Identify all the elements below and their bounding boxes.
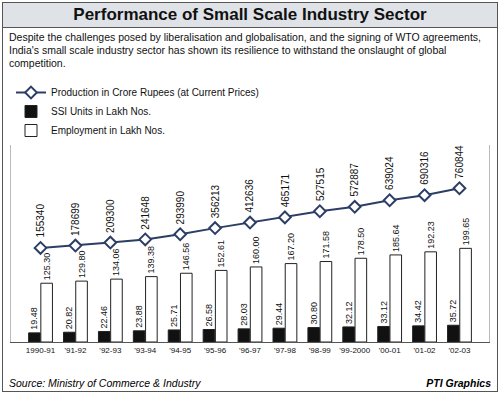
html-text:Performance of Small Scale Ind: Performance of Small Scale Industry Sect… <box>73 5 427 24</box>
svg-text:167.20: 167.20 <box>286 233 296 261</box>
svg-text:23.88: 23.88 <box>134 305 144 328</box>
svg-text:Employment in Lakh Nos.: Employment in Lakh Nos. <box>51 125 165 136</box>
html-text:Despite the challenges posed b: Despite the challenges posed by liberali… <box>9 31 481 69</box>
svg-text:20.82: 20.82 <box>64 307 74 330</box>
svg-text:28.03: 28.03 <box>239 303 249 326</box>
svg-text:241648: 241648 <box>140 196 151 230</box>
svg-text:'92-93: '92-93 <box>99 346 122 355</box>
svg-text:178.50: 178.50 <box>356 228 366 256</box>
svg-text:'94-95: '94-95 <box>169 346 192 355</box>
svg-text:209300: 209300 <box>105 199 116 233</box>
svg-text:178699: 178699 <box>70 202 81 236</box>
svg-text:125.30: 125.30 <box>42 253 52 281</box>
svg-text:30.80: 30.80 <box>309 302 319 325</box>
svg-text:1990-91: 1990-91 <box>26 346 56 355</box>
svg-text:Production in Crore Rupees (at: Production in Crore Rupees (at Current P… <box>51 87 259 98</box>
svg-text:22.46: 22.46 <box>99 306 109 329</box>
svg-text:134.06: 134.06 <box>111 249 121 277</box>
svg-text:356213: 356213 <box>210 184 221 218</box>
svg-text:35.72: 35.72 <box>448 300 458 323</box>
svg-text:19.48: 19.48 <box>29 307 39 330</box>
svg-text:639024: 639024 <box>384 156 395 190</box>
svg-text:'01-02: '01-02 <box>414 346 437 355</box>
svg-text:25.71: 25.71 <box>169 304 179 327</box>
svg-text:139.38: 139.38 <box>146 246 156 274</box>
svg-text:152.61: 152.61 <box>216 240 226 268</box>
svg-text:26.58: 26.58 <box>204 304 214 327</box>
svg-text:'00-01: '00-01 <box>379 346 402 355</box>
svg-text:160.00: 160.00 <box>251 236 261 264</box>
svg-text:146.56: 146.56 <box>181 243 191 271</box>
svg-text:32.12: 32.12 <box>344 301 354 324</box>
svg-text:129.80: 129.80 <box>77 251 87 279</box>
svg-text:34.42: 34.42 <box>413 300 423 323</box>
svg-text:'91-92: '91-92 <box>64 346 87 355</box>
svg-text:572887: 572887 <box>349 163 360 197</box>
svg-text:'93-94: '93-94 <box>134 346 157 355</box>
svg-text:293990: 293990 <box>175 191 186 225</box>
svg-text:192.23: 192.23 <box>426 221 436 249</box>
svg-text:29.44: 29.44 <box>274 303 284 326</box>
html-text:PTI Graphics: PTI Graphics <box>426 377 491 389</box>
html-text:Source: Ministry of Commerce &: Source: Ministry of Commerce & Industry <box>9 377 201 389</box>
svg-text:33.12: 33.12 <box>379 301 389 324</box>
svg-text:412636: 412636 <box>244 179 255 213</box>
svg-text:'99-2000: '99-2000 <box>339 346 370 355</box>
svg-text:'95-96: '95-96 <box>204 346 227 355</box>
svg-text:'98-99: '98-99 <box>309 346 332 355</box>
svg-text:199.65: 199.65 <box>461 218 471 246</box>
svg-text:'97-98: '97-98 <box>274 346 297 355</box>
svg-text:'02-03: '02-03 <box>448 346 471 355</box>
svg-text:760844: 760844 <box>454 145 465 179</box>
svg-text:171.58: 171.58 <box>321 231 331 259</box>
svg-text:155340: 155340 <box>35 204 46 238</box>
svg-text:690316: 690316 <box>419 151 430 185</box>
svg-text:SSI Units in Lakh Nos.: SSI Units in Lakh Nos. <box>51 106 151 117</box>
svg-text:'96-97: '96-97 <box>239 346 262 355</box>
svg-text:527515: 527515 <box>315 167 326 201</box>
svg-text:185.64: 185.64 <box>391 224 401 252</box>
svg-text:465171: 465171 <box>280 173 291 207</box>
